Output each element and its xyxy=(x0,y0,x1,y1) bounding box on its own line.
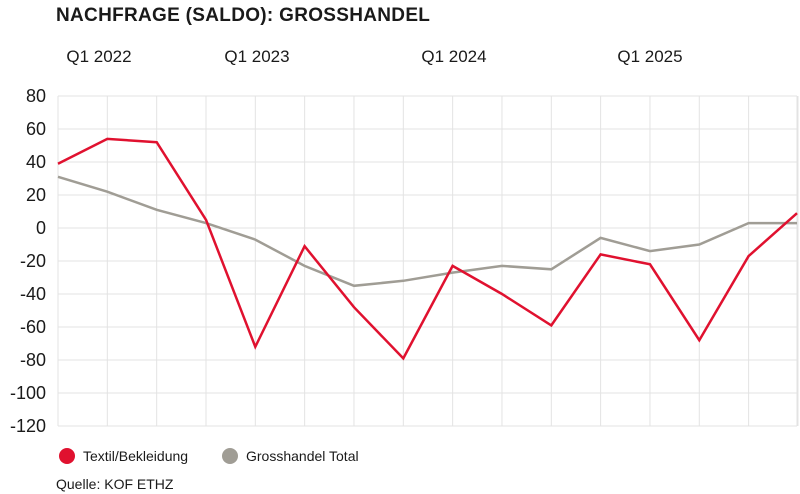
legend: Textil/Bekleidung Grosshandel Total xyxy=(59,448,359,464)
legend-marker-0 xyxy=(59,448,75,464)
x-tick-label: Q1 2022 xyxy=(66,47,131,66)
y-tick-label: 80 xyxy=(26,86,46,106)
legend-label-0: Textil/Bekleidung xyxy=(83,448,188,464)
series-line-1 xyxy=(57,175,797,288)
y-axis-ticks: 80 60 40 20 0 -20 -40 -60 -80 -100 -120 xyxy=(10,86,46,436)
x-axis-ticks: Q1 2022 Q1 2023 Q1 2024 Q1 2025 xyxy=(66,47,682,66)
x-tick-label: Q1 2024 xyxy=(421,47,486,66)
y-tick-label: 20 xyxy=(26,185,46,205)
y-tick-label: 40 xyxy=(26,152,46,172)
x-tick-label: Q1 2025 xyxy=(617,47,682,66)
legend-marker-1 xyxy=(222,448,238,464)
y-tick-label: -40 xyxy=(20,284,46,304)
chart-title: NACHFRAGE (SALDO): GROSSHANDEL xyxy=(56,5,430,26)
y-tick-label: -60 xyxy=(20,317,46,337)
y-tick-label: -100 xyxy=(10,383,46,403)
legend-label-1: Grosshandel Total xyxy=(246,448,359,464)
x-tick-label: Q1 2023 xyxy=(224,47,289,66)
y-tick-label: -20 xyxy=(20,251,46,271)
series-line-0 xyxy=(57,137,798,361)
y-tick-label: -120 xyxy=(10,416,46,436)
y-tick-label: 60 xyxy=(26,119,46,139)
source-note: Quelle: KOF ETHZ xyxy=(56,476,174,492)
grid xyxy=(57,95,799,427)
y-tick-label: -80 xyxy=(20,350,46,370)
y-tick-label: 0 xyxy=(36,218,46,238)
series-lines xyxy=(57,137,798,361)
